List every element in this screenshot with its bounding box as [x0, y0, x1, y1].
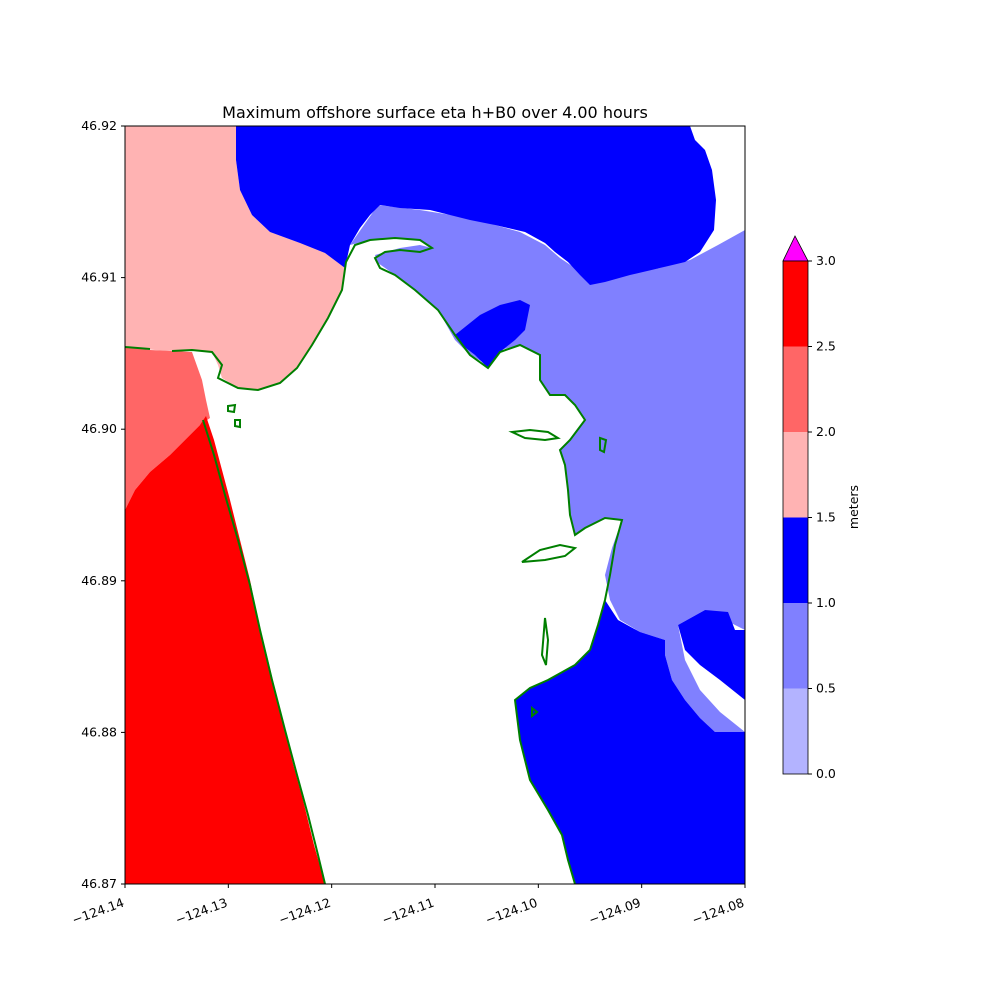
colorbar-swatch [783, 688, 808, 774]
x-tick-label: −124.09 [587, 895, 643, 928]
region-offshore-1p5-2p0 [125, 126, 345, 390]
y-tick-label: 46.89 [81, 573, 117, 588]
map-plot-area [124, 126, 745, 885]
y-tick-label: 46.87 [81, 876, 117, 891]
colorbar-swatch [783, 603, 808, 689]
x-tick-label: −124.10 [483, 895, 539, 928]
region-offshore-2p0-2p5 [125, 347, 210, 510]
y-tick-label: 46.92 [81, 118, 117, 133]
x-tick-label: −124.13 [173, 895, 229, 928]
x-tick-label: −124.12 [277, 895, 333, 928]
region-north-1p0-1p5 [236, 126, 716, 285]
y-tick-label: 46.88 [81, 724, 117, 739]
colorbar-tick-label: 1.0 [816, 595, 836, 610]
colorbar-swatch [783, 261, 808, 347]
region-offshore-2p5-3p0 [125, 416, 325, 884]
region-bay-0p5-1p0 [350, 205, 745, 884]
colorbar-tick-label: 0.0 [816, 766, 836, 781]
x-tick-label: −124.11 [380, 895, 436, 928]
colorbar-tick-label: 2.5 [816, 339, 836, 354]
colorbar-swatch [783, 432, 808, 518]
region-east-1p0-1p5 [678, 610, 745, 700]
colorbar-swatch [783, 517, 808, 603]
colorbar-label: meters [846, 485, 861, 529]
colorbar-tick-label: 3.0 [816, 253, 836, 268]
region-inlet-1p0-1p5 [455, 300, 530, 368]
y-axis: 46.87 46.88 46.89 46.90 46.91 46.92 [81, 118, 125, 891]
x-axis: −124.14 −124.13 −124.12 −124.11 −124.10 −124.… [70, 884, 746, 927]
x-tick-label: −124.14 [70, 895, 126, 928]
colorbar-tick-label: 0.5 [816, 681, 836, 696]
y-tick-label: 46.91 [81, 270, 117, 285]
colorbar-tick-label: 2.0 [816, 424, 836, 439]
colorbar-swatch [783, 346, 808, 432]
colorbar-extend-triangle [782, 235, 809, 262]
region-southeast-1p0-1p5 [515, 600, 745, 884]
x-tick-label: −124.08 [690, 895, 746, 928]
map-title: Maximum offshore surface eta h+B0 over 4… [222, 103, 648, 122]
shoreline [124, 236, 624, 885]
colorbar: 0.0 0.5 1.0 1.5 2.0 2.5 3.0 meters [782, 235, 861, 781]
y-tick-label: 46.90 [81, 421, 117, 436]
colorbar-tick-label: 1.5 [816, 510, 836, 525]
